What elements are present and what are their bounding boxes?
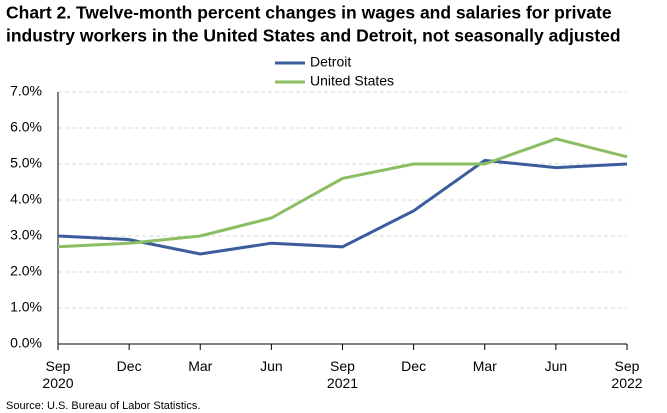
x-tick-label: Mar <box>472 358 497 374</box>
x-tick-label: Jun <box>260 358 283 374</box>
source: Source: U.S. Bureau of Labor Statistics. <box>6 400 200 412</box>
x-tick-label: Mar <box>188 358 213 374</box>
y-tick-label: 3.0% <box>10 227 42 243</box>
chart-title: Chart 2. Twelve-month percent changes in… <box>6 3 612 23</box>
y-tick-label: 2.0% <box>10 263 42 279</box>
x-tick-label: Dec <box>116 358 142 374</box>
x-tick-label: Dec <box>401 358 427 374</box>
y-tick-label: 0.0% <box>10 335 42 351</box>
legend-label: Detroit <box>310 54 351 70</box>
x-tick-label: Sep 2022 <box>611 358 643 391</box>
y-tick-label: 4.0% <box>10 191 42 207</box>
x-tick-label: Jun <box>544 358 568 374</box>
x-tick-label: Sep 2021 <box>326 358 359 391</box>
x-tick-label: Sep 2020 <box>42 358 74 391</box>
y-tick-label: 5.0% <box>10 155 42 171</box>
chart-title: industry workers in the United States an… <box>6 26 621 46</box>
series-line <box>57 158 628 256</box>
y-tick-label: 1.0% <box>10 299 42 315</box>
series-line <box>57 137 628 249</box>
y-tick-label: 6.0% <box>10 119 42 135</box>
y-tick-label: 7.0% <box>10 83 42 99</box>
legend-label: United States <box>310 73 394 89</box>
